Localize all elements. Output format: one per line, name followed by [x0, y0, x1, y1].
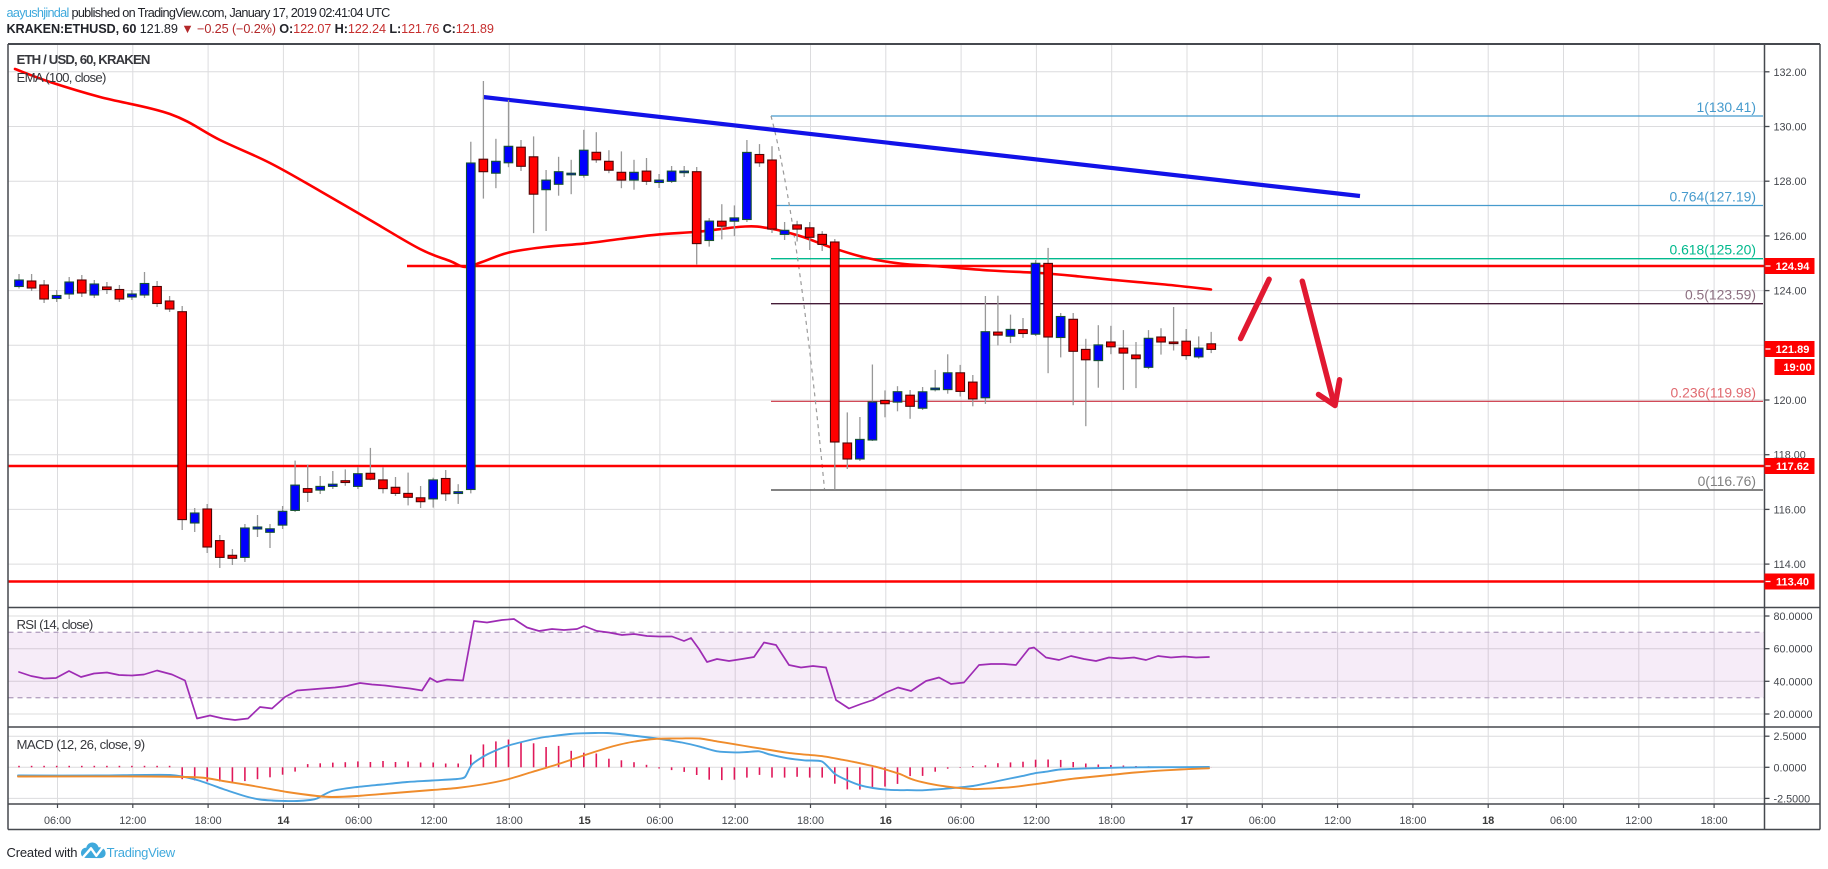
svg-text:-2.5000: -2.5000: [1774, 793, 1811, 805]
svg-text:132.00: 132.00: [1774, 67, 1807, 79]
svg-text:KRAKEN:ETHUSD, 60 121.89 ▼ −0: KRAKEN:ETHUSD, 60 121.89 ▼ −0.25 (−0.2%)…: [7, 22, 494, 36]
svg-text:18:00: 18:00: [496, 815, 523, 827]
svg-text:0.764(127.19): 0.764(127.19): [1670, 189, 1757, 205]
svg-text:12:00: 12:00: [1625, 815, 1652, 827]
svg-text:16: 16: [880, 815, 892, 827]
svg-text:0.5(123.59): 0.5(123.59): [1685, 287, 1756, 303]
svg-text:12:00: 12:00: [119, 815, 146, 827]
svg-text:06:00: 06:00: [44, 815, 71, 827]
svg-text:130.00: 130.00: [1774, 122, 1807, 134]
svg-text:RSI (14, close): RSI (14, close): [17, 617, 93, 632]
svg-text:aayushjindal published on Trad: aayushjindal published on TradingView.co…: [7, 6, 391, 20]
svg-text:18:00: 18:00: [1701, 815, 1728, 827]
svg-text:124.94: 124.94: [1776, 261, 1811, 273]
svg-text:114.00: 114.00: [1774, 559, 1806, 571]
svg-text:20.0000: 20.0000: [1774, 709, 1813, 721]
svg-text:MACD (12, 26, close, 9): MACD (12, 26, close, 9): [17, 737, 145, 752]
svg-text:120.00: 120.00: [1774, 395, 1807, 407]
svg-text:Created with: Created with: [7, 845, 78, 860]
svg-text:117.62: 117.62: [1776, 461, 1809, 473]
svg-text:18:00: 18:00: [1098, 815, 1125, 827]
svg-text:12:00: 12:00: [420, 815, 447, 827]
svg-text:06:00: 06:00: [948, 815, 975, 827]
svg-text:0.0000: 0.0000: [1774, 762, 1807, 774]
svg-text:15: 15: [578, 815, 590, 827]
svg-text:17: 17: [1181, 815, 1193, 827]
svg-text:0(116.76): 0(116.76): [1698, 473, 1756, 489]
svg-text:TradingView: TradingView: [107, 845, 176, 860]
svg-text:ETH / USD, 60, KRAKEN: ETH / USD, 60, KRAKEN: [17, 52, 150, 67]
svg-text:40.0000: 40.0000: [1774, 676, 1813, 688]
svg-text:19:00: 19:00: [1783, 362, 1811, 374]
svg-text:128.00: 128.00: [1774, 176, 1807, 188]
svg-text:113.40: 113.40: [1776, 577, 1809, 589]
svg-text:12:00: 12:00: [1023, 815, 1050, 827]
svg-text:06:00: 06:00: [646, 815, 673, 827]
svg-text:18:00: 18:00: [797, 815, 824, 827]
svg-text:126.00: 126.00: [1774, 231, 1807, 243]
svg-text:1(130.41): 1(130.41): [1697, 99, 1756, 115]
svg-text:124.00: 124.00: [1774, 286, 1807, 298]
svg-text:80.0000: 80.0000: [1774, 611, 1813, 623]
svg-text:EMA (100, close): EMA (100, close): [17, 70, 107, 85]
svg-text:06:00: 06:00: [1550, 815, 1577, 827]
svg-text:18:00: 18:00: [1399, 815, 1426, 827]
svg-text:06:00: 06:00: [345, 815, 372, 827]
svg-text:06:00: 06:00: [1249, 815, 1276, 827]
svg-text:14: 14: [277, 815, 290, 827]
svg-text:18: 18: [1482, 815, 1494, 827]
svg-text:60.0000: 60.0000: [1774, 644, 1813, 656]
svg-text:116.00: 116.00: [1774, 504, 1806, 516]
svg-text:12:00: 12:00: [722, 815, 749, 827]
svg-text:2.5000: 2.5000: [1774, 731, 1807, 743]
svg-text:121.89: 121.89: [1776, 344, 1810, 356]
svg-text:0.236(119.98): 0.236(119.98): [1671, 384, 1756, 400]
svg-text:12:00: 12:00: [1324, 815, 1351, 827]
svg-text:18:00: 18:00: [195, 815, 222, 827]
svg-text:0.618(125.20): 0.618(125.20): [1670, 242, 1757, 258]
